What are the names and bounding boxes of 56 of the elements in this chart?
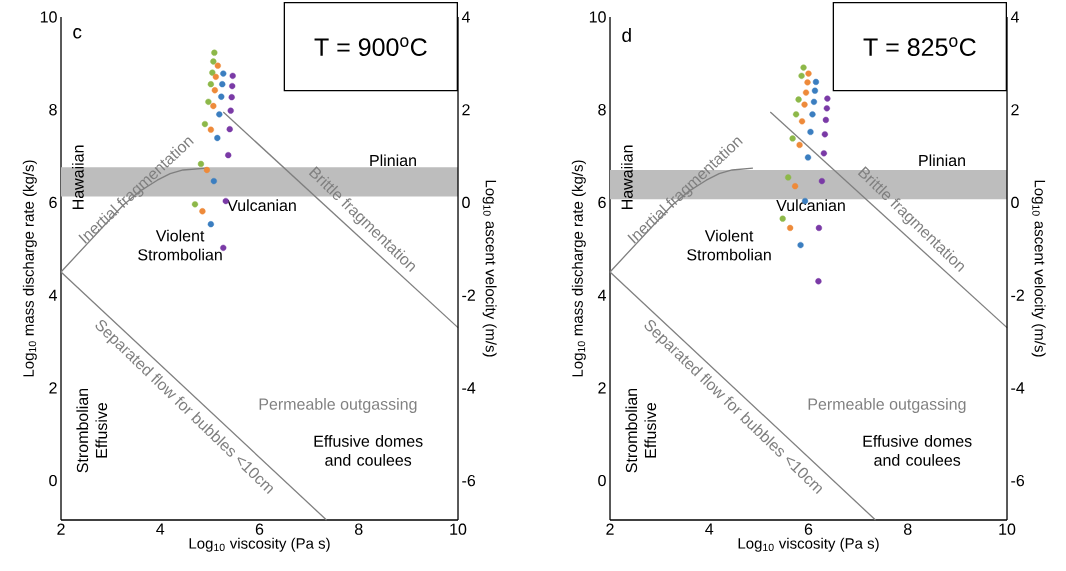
annotation: Effusive domes and coulees bbox=[314, 435, 423, 466]
annotation: Strombolian Effusive bbox=[76, 388, 108, 473]
x-axis-title: Log$_{10}$ viscosity (Pa s) bbox=[738, 537, 879, 552]
y2-tick-label: 0 bbox=[1011, 196, 1019, 209]
annotation: Violent Strombolian bbox=[687, 229, 771, 261]
y2-tick-label: -6 bbox=[1011, 474, 1025, 487]
x-axis-title: Log$_{10}$ viscosity (Pa s) bbox=[189, 537, 330, 552]
x-tick-label: 2 bbox=[606, 523, 614, 535]
x-tick-label: 10 bbox=[450, 523, 467, 535]
y-tick-label: 4 bbox=[48, 289, 57, 301]
y2-tick-label: 0 bbox=[462, 196, 470, 209]
y-tick-label: 0 bbox=[598, 474, 606, 487]
y2-tick-label: -4 bbox=[462, 382, 476, 394]
text: T = 825$^{o}$C bbox=[863, 37, 976, 56]
annotation: Permeable outgassing bbox=[259, 398, 417, 413]
y-tick-label: 8 bbox=[49, 104, 57, 116]
annotation: Plinian bbox=[919, 154, 965, 167]
annotation: Effusive domes and coulees bbox=[863, 435, 972, 466]
x-tick-label: 6 bbox=[255, 523, 264, 535]
annotation: Strombolian Effusive bbox=[625, 388, 657, 473]
x-tick-label: 10 bbox=[999, 523, 1016, 535]
chart-title: c bbox=[73, 28, 82, 39]
annotation: Vulcanian bbox=[227, 199, 296, 212]
y2-tick-label: -2 bbox=[1011, 289, 1024, 301]
y-tick-label: 0 bbox=[49, 474, 57, 487]
x-tick-label: 4 bbox=[156, 523, 165, 535]
text: T = 900$^{o}$C bbox=[314, 37, 427, 56]
y2-tick-label: 2 bbox=[1011, 104, 1019, 116]
y2-axis-title: Log$_{10}$ ascent velocity (m/s) bbox=[482, 180, 497, 357]
x-tick-label: 4 bbox=[705, 523, 714, 535]
y2-tick-label: -6 bbox=[462, 474, 476, 487]
y-tick-label: 10 bbox=[40, 11, 57, 23]
annotation: Permeable outgassing bbox=[808, 398, 966, 413]
y2-tick-label: 4 bbox=[1010, 11, 1019, 23]
x-tick-label: 8 bbox=[904, 523, 912, 535]
y-tick-label: 8 bbox=[598, 104, 606, 116]
y-tick-label: 10 bbox=[589, 11, 606, 23]
y-tick-label: 6 bbox=[49, 196, 57, 209]
y2-tick-label: -2 bbox=[462, 289, 475, 301]
chart-title: d bbox=[622, 28, 631, 43]
y-tick-label: 2 bbox=[49, 382, 57, 394]
x-tick-label: 8 bbox=[354, 523, 363, 535]
annotation: Plinian bbox=[370, 154, 416, 167]
y-tick-label: 4 bbox=[597, 289, 606, 301]
y-axis-title: Log$_{10}$ mass discharge rate (kg/s) bbox=[22, 160, 37, 377]
annotation: Violent Strombolian bbox=[138, 229, 222, 261]
y2-tick-label: 2 bbox=[462, 104, 470, 116]
y-axis-title: Log$_{10}$ mass discharge rate (kg/s) bbox=[571, 160, 586, 377]
y2-tick-label: -4 bbox=[1011, 382, 1025, 394]
y-tick-label: 2 bbox=[598, 382, 606, 394]
y2-axis-title: Log$_{10}$ ascent velocity (m/s) bbox=[1031, 180, 1046, 357]
y-tick-label: 6 bbox=[598, 196, 606, 209]
x-tick-label: 6 bbox=[804, 523, 813, 535]
annotation: Vulcanian bbox=[776, 199, 845, 212]
x-tick-label: 2 bbox=[57, 523, 65, 535]
y2-tick-label: 4 bbox=[461, 11, 470, 23]
